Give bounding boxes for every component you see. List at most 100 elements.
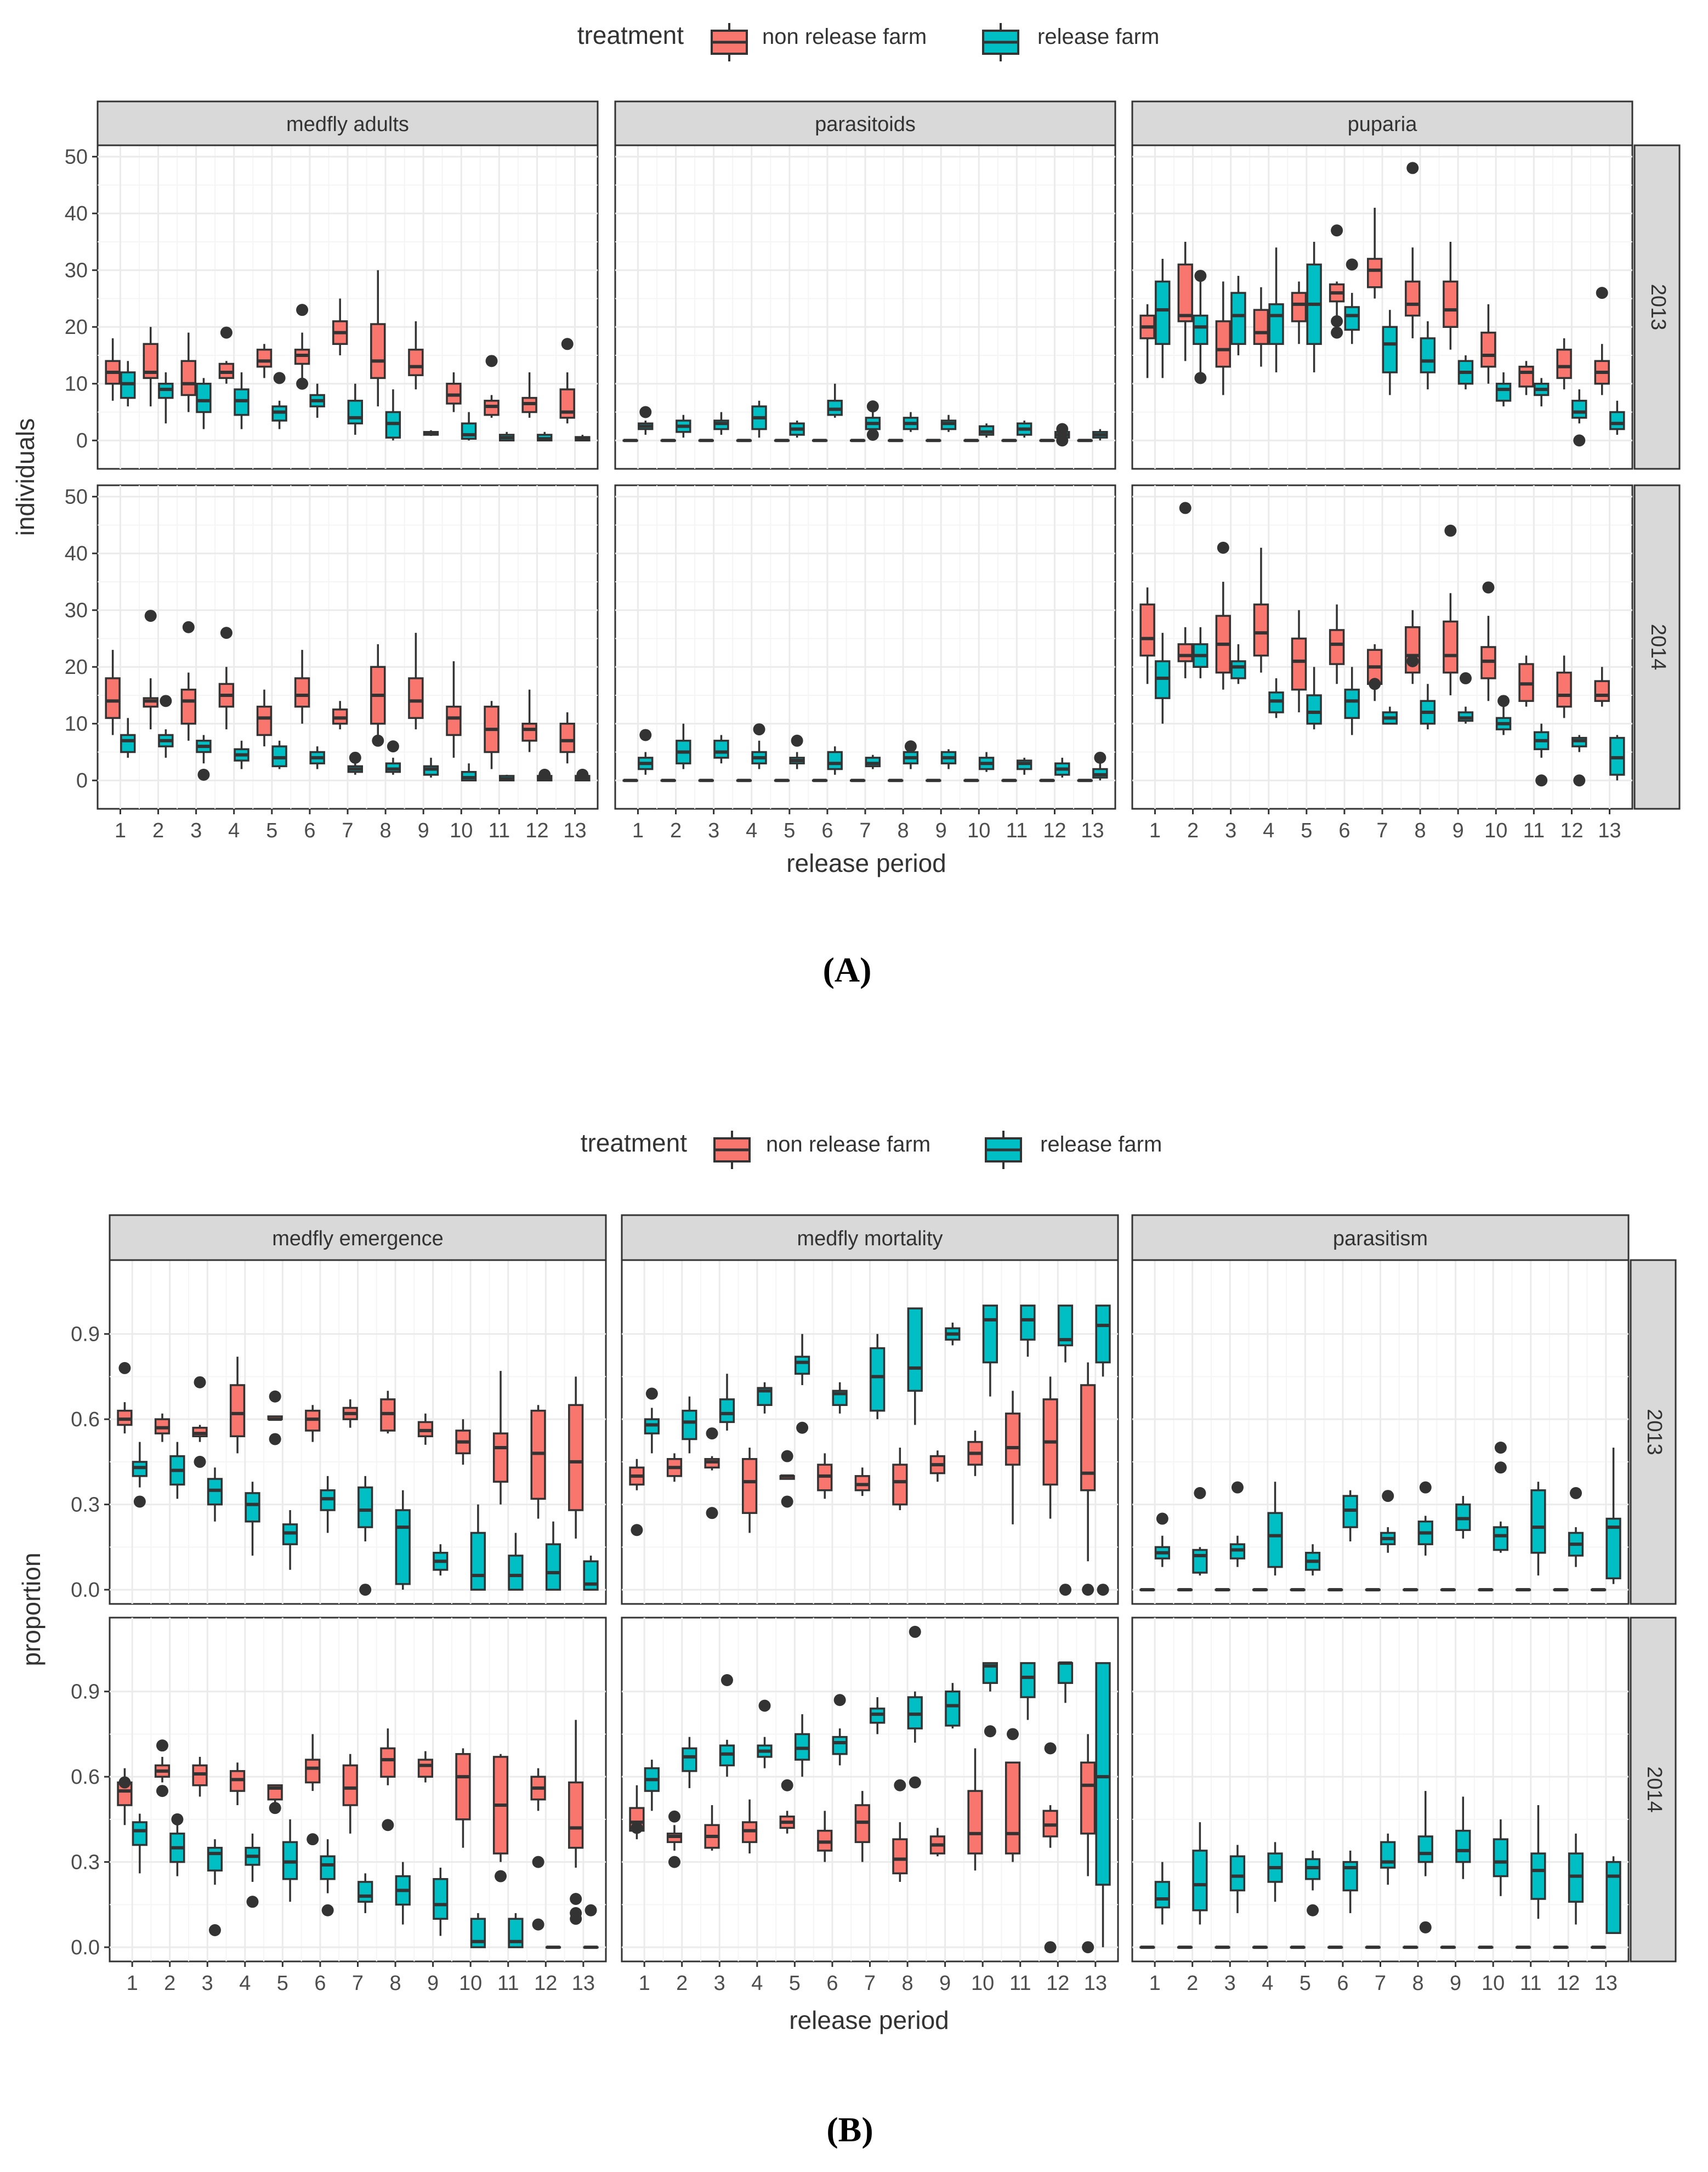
box-9 [929,1828,946,1857]
box-7 [854,1467,870,1496]
x-tick-label: 8 [1412,1972,1423,1995]
box-9 [1440,1946,1456,1949]
box-10 [982,1662,998,1738]
outlier-point [866,428,879,441]
box-1 [629,1459,645,1536]
box-body [1215,320,1232,368]
box-2 [143,610,158,730]
box-4 [230,1357,246,1454]
outlier-point [1307,1904,1319,1916]
box-4 [234,740,249,769]
box-body [1230,292,1246,345]
x-tick-label: 4 [1262,1972,1273,1995]
x-tick-label: 12 [1046,1972,1069,1995]
box-2 [676,415,691,438]
box-body [245,1492,260,1523]
outlier-point [1194,372,1207,384]
strip-row-2014 [1630,1617,1677,1963]
box-4 [742,1448,758,1533]
strip-label-medfly-adults: medfly adults [286,113,409,136]
x-tick-label: 5 [1300,1972,1311,1995]
box-2 [1193,270,1208,384]
y-tick-label: 0 [76,769,88,792]
outlier-point [645,1387,658,1400]
box-7 [1366,644,1383,701]
box-1 [1139,1946,1155,1949]
outlier-point [220,627,232,639]
box-11 [1016,421,1032,438]
box-11 [1001,779,1017,782]
y-tick-label: 0.9 [71,1681,100,1704]
outlier-point [1056,423,1069,435]
box-5 [1306,241,1322,373]
box-2 [169,1442,185,1499]
box-6 [812,439,828,443]
x-tick-label: 9 [1452,819,1464,842]
box-5 [1291,610,1307,713]
box-7 [342,1399,358,1428]
box-4 [736,779,752,782]
box-4 [1267,1842,1283,1902]
box-body [1605,1861,1621,1934]
box-8 [903,740,919,769]
box-9 [926,439,941,443]
box-10 [978,752,995,772]
box-3 [192,1376,208,1468]
outlier-point [833,1694,846,1706]
box-body [105,677,121,719]
box-2 [158,372,174,424]
box-11 [1515,1946,1531,1949]
box-5 [789,421,805,438]
box-8 [395,1862,411,1925]
outlier-point [781,1450,793,1462]
box-7 [332,298,348,355]
box-8 [1420,684,1436,730]
box-13 [575,768,591,781]
box-body [433,1878,449,1920]
box-body [967,1790,983,1855]
box-9 [929,1450,946,1482]
box-5 [256,689,273,747]
box-4 [1268,678,1284,718]
box-12 [1042,1742,1058,1954]
x-tick-label: 13 [1594,1972,1618,1995]
series-non-release-farm [105,610,575,769]
box-13 [1095,1305,1111,1596]
box-body [568,1781,584,1849]
outlier-point [1535,774,1548,787]
outlier-point [1331,326,1343,339]
series-non-release-farm [629,1362,1096,1596]
outlier-point [1056,434,1069,447]
box-13 [1092,429,1108,441]
series-release-farm [1155,241,1625,447]
strip-parasitism [1131,1214,1630,1261]
outlier-point [706,1507,718,1519]
box-13 [559,338,575,424]
legend-a: treatment non release farm release farm [577,21,1159,61]
outlier-point [1382,1490,1394,1502]
panel-2014-medfly-emergence: 0.00.30.60.91 2 3 4 5 6 7 8 9 10 11 12 13 [71,1617,607,1995]
box-12 [545,1521,561,1591]
box-body [408,348,424,376]
x-tick-label: 8 [898,819,909,842]
outlier-point [220,326,232,339]
box-body [132,1821,147,1846]
x-tick-label: 5 [789,1972,801,1995]
y-tick-label: 50 [65,146,88,169]
box-6 [320,1839,336,1916]
box-3 [1215,541,1232,690]
x-tick-label: 5 [266,819,277,842]
box-5 [1305,1544,1321,1576]
box-9 [1457,672,1474,724]
outlier-point [321,1904,334,1916]
outlier-point [307,1833,319,1846]
box-12 [1057,1305,1074,1596]
outlier-point [156,1785,168,1797]
box-3 [1230,644,1246,684]
box-body [945,1690,961,1727]
box-body [1382,326,1398,373]
outlier-point [1494,1461,1507,1474]
box-12 [1054,757,1070,778]
box-body [1443,620,1459,674]
outlier-point [1094,751,1106,764]
